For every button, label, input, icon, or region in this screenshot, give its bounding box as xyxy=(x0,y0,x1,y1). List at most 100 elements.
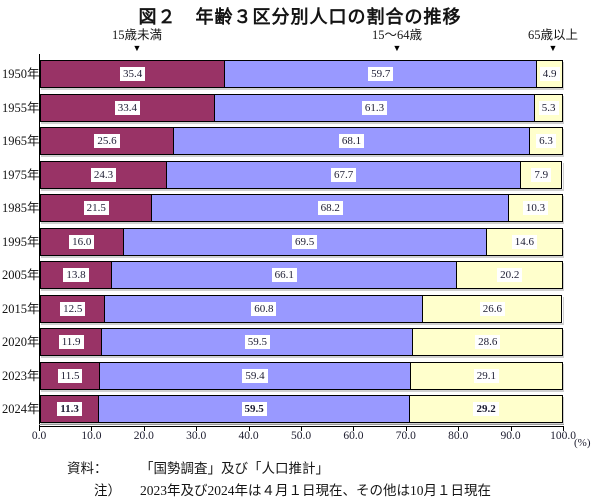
bar-segment-under15: 24.3 xyxy=(40,160,168,189)
bar-row: 2005年 13.8 66.1 20.2 xyxy=(2,261,564,289)
category-label: 2005年 xyxy=(2,268,40,282)
value-label: 28.6 xyxy=(475,335,501,349)
value-label: 6.3 xyxy=(536,134,556,148)
series-label-15to64-text: 15～64歳 xyxy=(371,28,423,42)
bar-segment-15to64: 59.7 xyxy=(225,60,538,88)
bar-segment-65plus: 4.9 xyxy=(537,60,563,88)
note-label: 注） xyxy=(94,483,121,498)
category-label: 1995年 xyxy=(2,234,40,249)
value-label: 29.1 xyxy=(473,368,500,383)
value-label: 59.7 xyxy=(368,67,394,81)
x-axis-tick-label: 100.0 xyxy=(550,430,576,442)
bar-row: 2023年 11.5 59.4 29.1 xyxy=(2,361,563,390)
x-axis-tick-label: 80.0 xyxy=(448,430,469,442)
bar-segment-15to64: 60.8 xyxy=(105,294,424,323)
x-axis-tick-mark xyxy=(458,426,460,431)
value-label: 66.1 xyxy=(271,268,297,282)
x-axis-tick-mark xyxy=(196,426,198,431)
series-label-65plus: 65歳以上 ▼ xyxy=(528,28,578,53)
bar-segment-15to64: 59.4 xyxy=(100,361,411,390)
category-label: 2020年 xyxy=(2,335,40,349)
value-label: 59.5 xyxy=(241,402,267,416)
series-label-under15-text: 15歳未満 xyxy=(111,28,163,42)
value-label: 11.9 xyxy=(58,335,84,349)
bar-segment-under15: 25.6 xyxy=(40,127,174,155)
x-axis-tick-label: 70.0 xyxy=(395,430,416,442)
bar-row: 2024年 11.3 59.5 29.2 xyxy=(2,395,563,423)
value-label: 33.4 xyxy=(114,100,140,115)
x-axis-tick-mark xyxy=(39,426,40,431)
value-label: 13.8 xyxy=(63,268,89,282)
x-axis-tick-label: 50.0 xyxy=(290,430,312,442)
value-label: 25.6 xyxy=(94,134,120,148)
category-label: 1955年 xyxy=(2,100,40,115)
down-arrow-icon: ▼ xyxy=(392,43,402,54)
value-label: 21.5 xyxy=(83,201,109,215)
x-axis-tick-mark xyxy=(248,426,250,431)
bar-segment-65plus: 20.2 xyxy=(457,261,564,289)
value-label: 5.3 xyxy=(538,100,559,115)
x-axis-shadow-line xyxy=(39,424,564,425)
bar-row: 1985年 21.5 68.2 10.3 xyxy=(2,194,563,222)
bar-segment-15to64: 67.7 xyxy=(167,160,522,189)
bar-row: 1965年 25.6 68.1 6.3 xyxy=(2,127,563,155)
bar-row: 2020年 11.9 59.5 28.6 xyxy=(2,328,563,356)
note-text: 2023年及び2024年は４月１日現在、その他は10月１日現在 xyxy=(140,483,491,498)
value-label: 60.8 xyxy=(251,301,277,316)
category-label: 2015年 xyxy=(2,301,40,316)
value-label: 59.5 xyxy=(244,335,270,349)
bar-segment-under15: 33.4 xyxy=(40,93,215,122)
x-axis-tick-mark xyxy=(91,426,93,431)
bar-segment-under15: 16.0 xyxy=(40,227,124,256)
category-label: 2023年 xyxy=(2,368,40,383)
series-label-15to64: 15～64歳 ▼ xyxy=(372,28,422,53)
bar-segment-65plus: 29.2 xyxy=(410,395,563,423)
bar-row: 1950年 35.4 59.7 4.9 xyxy=(2,60,563,88)
value-label: 59.4 xyxy=(242,368,268,383)
series-label-under15: 15歳未満 ▼ xyxy=(112,28,162,53)
bar-segment-under15: 12.5 xyxy=(40,294,106,323)
chart-title: 図２ 年齢３区分別人口の割合の推移 xyxy=(138,7,462,27)
value-label: 7.9 xyxy=(531,167,552,182)
bar-segment-65plus: 28.6 xyxy=(413,328,563,356)
value-label: 11.5 xyxy=(57,368,83,383)
bar-segment-15to64: 68.1 xyxy=(173,127,531,155)
bar-segment-under15: 35.4 xyxy=(40,60,226,88)
down-arrow-icon: ▼ xyxy=(132,43,142,54)
value-label: 29.2 xyxy=(473,402,499,416)
x-axis-tick-label: 40.0 xyxy=(238,430,259,442)
bar-segment-65plus: 14.6 xyxy=(486,227,563,256)
value-label: 4.9 xyxy=(539,67,560,81)
x-axis-tick-mark xyxy=(353,426,355,431)
down-arrow-icon: ▼ xyxy=(548,43,558,54)
value-label: 68.2 xyxy=(317,201,343,215)
category-label: 2024年 xyxy=(2,402,40,416)
bar-segment-65plus: 26.6 xyxy=(423,294,563,323)
bar-segment-under15: 11.9 xyxy=(40,328,103,356)
bar-segment-under15: 13.8 xyxy=(40,261,113,289)
series-label-65plus-text: 65歳以上 xyxy=(527,28,579,42)
value-label: 26.6 xyxy=(479,301,506,316)
bar-row: 1955年 33.4 61.3 5.3 xyxy=(2,93,563,122)
x-axis-tick-label: 20.0 xyxy=(133,430,154,442)
value-label: 12.5 xyxy=(60,301,86,316)
value-label: 11.3 xyxy=(57,402,82,416)
category-label: 1965年 xyxy=(2,134,40,148)
bar-segment-65plus: 6.3 xyxy=(530,127,563,155)
bar-segment-under15: 21.5 xyxy=(40,194,153,222)
bar-segment-15to64: 59.5 xyxy=(99,395,411,423)
category-label: 1975年 xyxy=(2,167,40,182)
bar-row: 1995年 16.0 69.5 14.6 xyxy=(2,227,563,256)
x-axis-tick-mark xyxy=(143,426,145,431)
x-axis-tick-label: 30.0 xyxy=(186,430,207,442)
y-axis-line xyxy=(39,54,40,426)
x-axis-tick-mark xyxy=(563,426,564,431)
value-label: 24.3 xyxy=(90,167,117,182)
value-label: 68.1 xyxy=(338,134,365,148)
bar-segment-under15: 11.5 xyxy=(40,361,101,390)
bar-row: 2015年 12.5 60.8 26.6 xyxy=(2,294,563,323)
value-label: 69.5 xyxy=(292,234,318,249)
bar-segment-65plus: 10.3 xyxy=(509,194,563,222)
bar-segment-15to64: 61.3 xyxy=(214,93,536,122)
